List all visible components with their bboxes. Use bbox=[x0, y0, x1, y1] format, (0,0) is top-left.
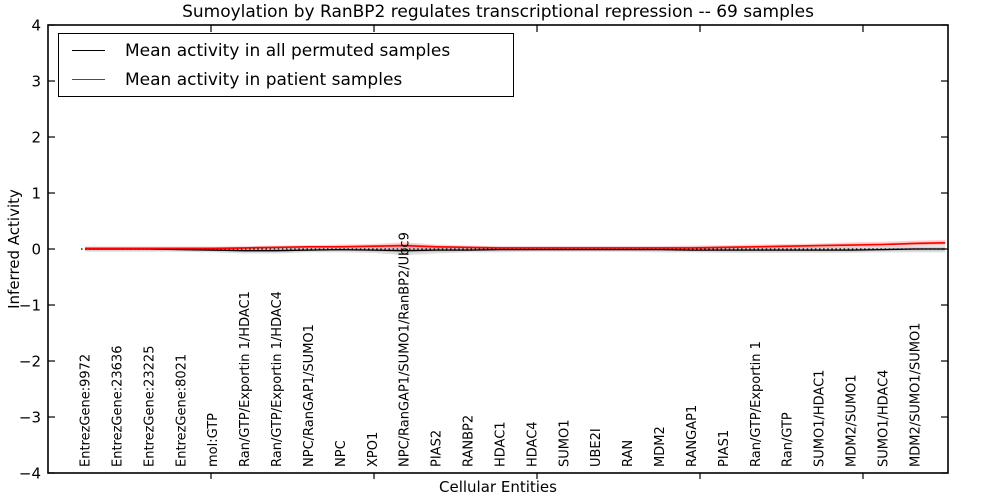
series-line-permuted bbox=[85, 248, 946, 252]
chart-title: Sumoylation by RanBP2 regulates transcri… bbox=[182, 2, 814, 22]
x-tick-label: EntrezGene:23225 bbox=[142, 346, 157, 467]
y-tick-label: 1 bbox=[31, 185, 41, 203]
y-tick-label: 4 bbox=[31, 17, 41, 35]
x-tick-label: XPO1 bbox=[366, 432, 381, 467]
x-tick-label: SUMO1 bbox=[557, 420, 572, 468]
permuted-line-swatch bbox=[72, 50, 105, 51]
y-axis-title: Inferred Activity bbox=[5, 189, 23, 309]
x-tick-label: UBE2I bbox=[589, 428, 604, 467]
x-tick-label: MDM2/SUMO1 bbox=[845, 374, 860, 467]
x-tick-label: Ran/GTP/Exportin 1 bbox=[749, 341, 764, 467]
legend-entry-permuted: Mean activity in all permuted samples bbox=[59, 36, 513, 65]
y-tick-label: −2 bbox=[19, 353, 41, 371]
series-line-patient bbox=[85, 242, 946, 250]
x-tick-label: Ran/GTP/Exportin 1/HDAC1 bbox=[238, 291, 253, 467]
legend-box: Mean activity in all permuted samples Me… bbox=[58, 33, 514, 97]
legend-label-permuted: Mean activity in all permuted samples bbox=[125, 40, 451, 61]
x-tick-label: EntrezGene:23636 bbox=[110, 346, 125, 467]
x-tick-label: EntrezGene:9972 bbox=[79, 354, 94, 467]
x-tick-label: RANBP2 bbox=[462, 415, 477, 467]
x-tick-label: HDAC1 bbox=[494, 421, 509, 467]
y-tick-label: 3 bbox=[31, 73, 41, 91]
x-tick-label: NPC/RanGAP1/SUMO1/RanBP2/Ubc9 bbox=[398, 232, 413, 467]
y-tick-label: −4 bbox=[19, 465, 41, 483]
x-tick-label: MDM2 bbox=[653, 426, 668, 467]
legend-label-patient: Mean activity in patient samples bbox=[125, 69, 403, 90]
x-tick-label: SUMO1/HDAC4 bbox=[877, 370, 892, 467]
x-tick-label: mol:GTP bbox=[206, 413, 221, 467]
y-tick-label: 0 bbox=[31, 241, 41, 259]
legend-entry-patient: Mean activity in patient samples bbox=[59, 65, 513, 94]
x-tick-label: PIAS1 bbox=[717, 430, 732, 467]
y-tick-label: −1 bbox=[19, 297, 41, 315]
x-tick-label: HDAC4 bbox=[525, 421, 540, 467]
x-tick-label: RAN bbox=[621, 440, 636, 467]
x-tick-label: Ran/GTP bbox=[781, 412, 796, 467]
y-tick-label: 2 bbox=[31, 129, 41, 147]
x-tick-label: NPC bbox=[334, 440, 349, 467]
x-axis-title: Cellular Entities bbox=[439, 478, 557, 496]
x-tick-label: EntrezGene:8021 bbox=[174, 354, 189, 467]
x-tick-label: MDM2/SUMO1/SUMO1 bbox=[908, 323, 923, 467]
x-tick-label: Ran/GTP/Exportin 1/HDAC4 bbox=[270, 291, 285, 467]
x-tick-label: PIAS2 bbox=[430, 430, 445, 467]
y-tick-label: −3 bbox=[19, 409, 41, 427]
x-tick-label: RANGAP1 bbox=[685, 405, 700, 467]
x-tick-label: NPC/RanGAP1/SUMO1 bbox=[302, 324, 317, 467]
x-tick-label: SUMO1/HDAC1 bbox=[813, 370, 828, 467]
patient-line-swatch bbox=[72, 79, 105, 80]
